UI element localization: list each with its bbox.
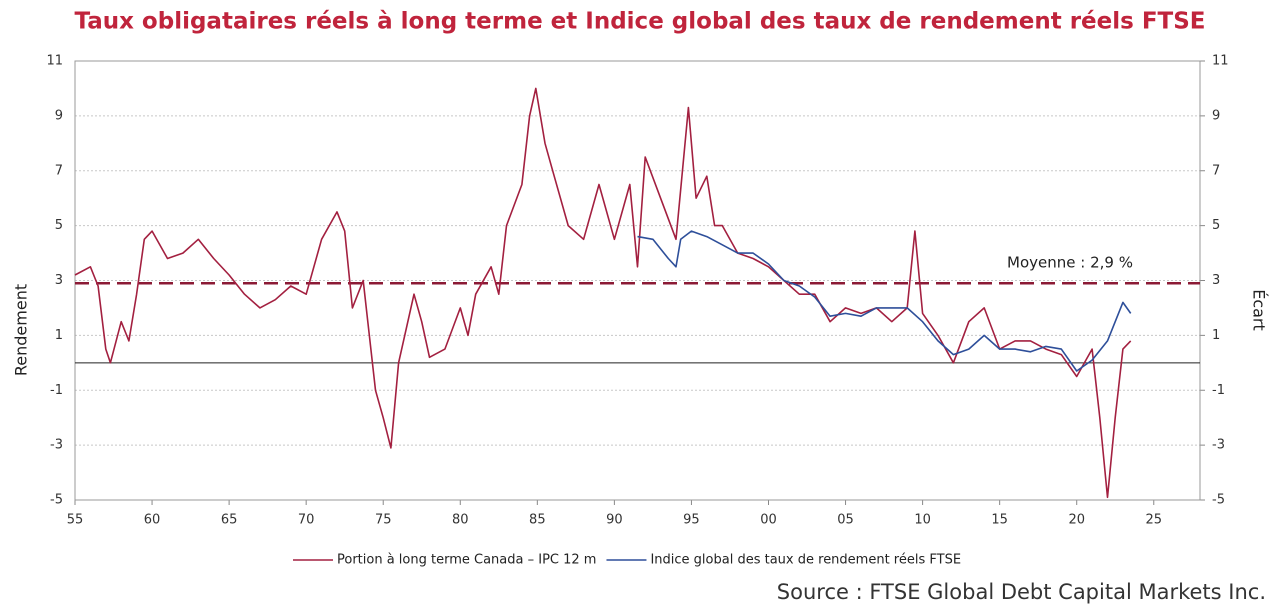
series-line xyxy=(637,230,1132,372)
source: Source : FTSE Global Debt Capital Market… xyxy=(777,580,1266,604)
y2-tick-label: 5 xyxy=(1212,218,1220,233)
y2-tick-label: 7 xyxy=(1212,163,1220,178)
x-tick-label: 90 xyxy=(606,513,623,528)
y-tick-label: -3 xyxy=(50,438,63,453)
chart-title: Taux obligataires réels à long terme et … xyxy=(74,9,1205,35)
y-tick-label: -1 xyxy=(50,383,63,398)
y-tick-label: 7 xyxy=(55,163,63,178)
series-line xyxy=(74,87,1132,499)
x-tick-label: 25 xyxy=(1145,513,1162,528)
x-tick-label: 95 xyxy=(683,513,700,528)
y2-tick-label: 11 xyxy=(1212,54,1229,69)
x-tick-label: 15 xyxy=(991,513,1008,528)
x-tick-label: 75 xyxy=(375,513,392,528)
y2-tick-label: 3 xyxy=(1212,273,1220,288)
x-tick-label: 05 xyxy=(837,513,854,528)
x-tick-label: 55 xyxy=(67,513,84,528)
y2-tick-label: 1 xyxy=(1212,328,1220,343)
y-tick-label: -5 xyxy=(50,493,63,508)
y2-tick-label: -3 xyxy=(1212,438,1225,453)
y2-tick-label: -5 xyxy=(1212,493,1225,508)
x-tick-label: 85 xyxy=(529,513,546,528)
x-tick-label: 70 xyxy=(298,513,315,528)
x-tick-label: 00 xyxy=(760,513,777,528)
x-tick-label: 65 xyxy=(221,513,238,528)
y2-axis-label: Écart xyxy=(1250,289,1269,331)
legend-label: Portion à long terme Canada – IPC 12 m xyxy=(337,553,596,568)
legend-label: Indice global des taux de rendement réel… xyxy=(650,553,961,568)
plot-frame xyxy=(74,60,1201,501)
y-tick-label: 3 xyxy=(55,273,63,288)
y-axis-label: Rendement xyxy=(12,284,31,376)
y-tick-label: 11 xyxy=(46,54,63,69)
y2-tick-label: 9 xyxy=(1212,108,1220,123)
x-tick-label: 60 xyxy=(144,513,161,528)
y2-tick-label: -1 xyxy=(1212,383,1225,398)
y-tick-label: 1 xyxy=(55,328,63,343)
x-tick-label: 80 xyxy=(452,513,469,528)
mean-label: Moyenne : 2,9 % xyxy=(1007,254,1133,272)
x-tick-label: 10 xyxy=(914,513,931,528)
y-tick-label: 5 xyxy=(55,218,63,233)
x-tick-label: 20 xyxy=(1068,513,1085,528)
y-tick-label: 9 xyxy=(55,108,63,123)
